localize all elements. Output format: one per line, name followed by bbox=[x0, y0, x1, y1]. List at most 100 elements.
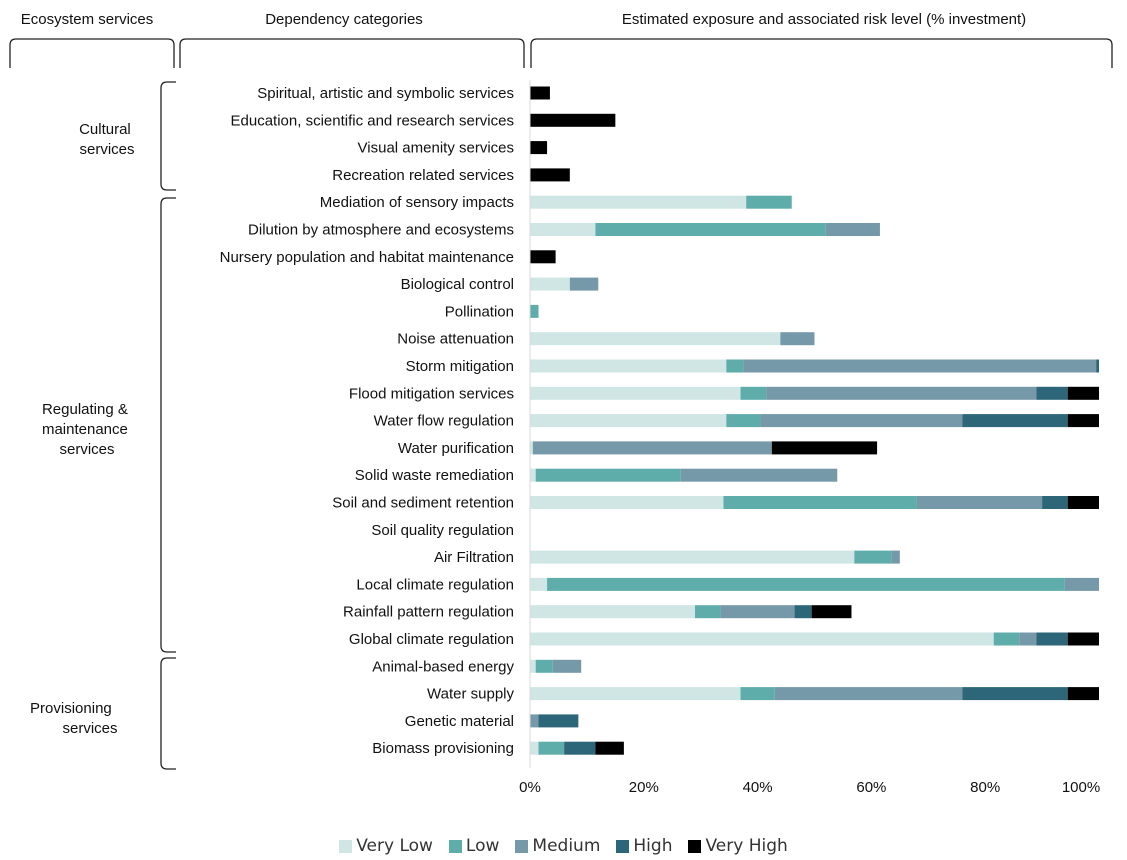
bar-segment bbox=[771, 441, 878, 455]
group-label-line: services bbox=[59, 441, 114, 458]
category-label: Mediation of sensory impacts bbox=[320, 194, 514, 211]
bar-segment bbox=[1042, 496, 1068, 509]
bar-segment bbox=[530, 195, 747, 209]
bar-segment bbox=[530, 223, 596, 236]
legend-label: Low bbox=[465, 836, 500, 856]
legend-swatch bbox=[688, 839, 702, 853]
legend-item: Very High bbox=[688, 836, 788, 856]
x-tick-label: 0% bbox=[519, 779, 541, 796]
bar-segment bbox=[530, 605, 696, 619]
bar-segment bbox=[1067, 687, 1099, 701]
header-bracket-1 bbox=[9, 38, 175, 68]
bar-segment bbox=[1019, 632, 1037, 646]
group-label-line: Provisioning bbox=[30, 700, 112, 717]
bar-segment bbox=[530, 113, 616, 127]
bar-segment bbox=[530, 386, 741, 400]
legend-label: Very Low bbox=[356, 836, 433, 856]
category-label: Solid waste remediation bbox=[355, 467, 514, 484]
bar-segment bbox=[530, 659, 536, 673]
bar-segment bbox=[530, 141, 548, 155]
bar-segment bbox=[535, 659, 553, 673]
bar-segment bbox=[535, 468, 681, 482]
bar-segment bbox=[530, 359, 727, 373]
bar-segment bbox=[962, 414, 1068, 428]
bar-segment bbox=[530, 550, 855, 564]
bar-segment bbox=[530, 687, 741, 701]
category-label: Water supply bbox=[427, 686, 514, 703]
group-bracket-cultural bbox=[160, 81, 176, 191]
category-label: Local climate regulation bbox=[356, 576, 514, 593]
x-axis-ticks: 0% 20% 40% 60% 80% 100% bbox=[519, 779, 1100, 796]
bar-segment bbox=[743, 359, 1097, 373]
bar-segment bbox=[538, 714, 579, 728]
bar-segment bbox=[723, 496, 917, 509]
bar-segment bbox=[811, 605, 852, 619]
category-label: Water purification bbox=[398, 440, 514, 457]
category-label: Animal-based energy bbox=[372, 658, 514, 675]
bar-segment bbox=[530, 468, 536, 482]
bar-segment bbox=[680, 468, 838, 482]
bar-segment bbox=[530, 277, 570, 291]
category-label: Genetic material bbox=[405, 713, 514, 730]
bar-segment bbox=[1067, 496, 1099, 509]
legend-item: Low bbox=[448, 836, 500, 856]
category-label: Water flow regulation bbox=[374, 413, 514, 430]
legend-item: Very Low bbox=[339, 836, 433, 856]
category-label: Biomass provisioning bbox=[372, 740, 514, 757]
bar-segment bbox=[530, 332, 781, 346]
bar-segment bbox=[530, 577, 548, 591]
header-exposure: Estimated exposure and associated risk l… bbox=[622, 11, 1026, 28]
bar-segment bbox=[547, 577, 1065, 591]
legend-swatch bbox=[616, 839, 630, 853]
bar-segment bbox=[530, 414, 727, 428]
category-label: Soil quality regulation bbox=[371, 522, 514, 539]
bar-segment bbox=[538, 741, 565, 755]
bar-segment bbox=[740, 386, 767, 400]
bar-segment bbox=[726, 414, 761, 428]
bar-segment bbox=[916, 496, 1043, 509]
bar-segment bbox=[530, 304, 539, 318]
bar-segment bbox=[726, 359, 744, 373]
category-label: Rainfall pattern regulation bbox=[343, 604, 514, 621]
bar-segment bbox=[740, 687, 775, 701]
legend-label: Very High bbox=[705, 836, 788, 856]
bar-segment bbox=[530, 741, 539, 755]
category-label: Visual amenity services bbox=[358, 140, 514, 157]
bar-segment bbox=[530, 496, 724, 509]
bar-segment bbox=[1096, 359, 1099, 373]
group-label-regulating: Regulating & maintenance services bbox=[42, 401, 132, 458]
group-label-line: Cultural bbox=[79, 121, 131, 138]
x-tick-label: 100% bbox=[1062, 779, 1100, 796]
legend-item: Medium bbox=[515, 836, 600, 856]
x-tick-label: 40% bbox=[743, 779, 773, 796]
category-label: Education, scientific and research servi… bbox=[231, 112, 514, 129]
x-tick-label: 60% bbox=[856, 779, 886, 796]
bar-segment bbox=[766, 386, 1037, 400]
legend-swatch bbox=[339, 839, 353, 853]
category-label: Nursery population and habitat maintenan… bbox=[220, 249, 514, 266]
bars-layer bbox=[530, 86, 1099, 755]
legend-label: High bbox=[633, 836, 673, 856]
legend-label: Medium bbox=[532, 836, 601, 856]
bar-segment bbox=[1064, 577, 1099, 591]
bar-segment bbox=[891, 550, 900, 564]
bar-segment bbox=[530, 632, 994, 646]
bar-segment bbox=[854, 550, 892, 564]
group-label-cultural: Cultural services bbox=[79, 121, 135, 158]
bar-segment bbox=[774, 687, 963, 701]
category-labels: Spiritual, artistic and symbolic service… bbox=[220, 85, 515, 757]
header-bracket-3 bbox=[530, 38, 1113, 68]
bar-segment bbox=[530, 86, 550, 100]
category-label: Storm mitigation bbox=[406, 358, 514, 375]
legend-swatch bbox=[515, 839, 529, 853]
bar-segment bbox=[595, 741, 624, 755]
bar-segment bbox=[794, 605, 812, 619]
bar-segment bbox=[530, 168, 570, 182]
group-label-line: Regulating & bbox=[42, 401, 128, 418]
bar-segment bbox=[720, 605, 795, 619]
legend-swatch bbox=[448, 839, 462, 853]
bar-segment bbox=[1036, 386, 1068, 400]
category-label: Flood mitigation services bbox=[349, 385, 514, 402]
header-ecosystem-services: Ecosystem services bbox=[21, 11, 154, 28]
header-dependency-categories: Dependency categories bbox=[265, 11, 423, 28]
